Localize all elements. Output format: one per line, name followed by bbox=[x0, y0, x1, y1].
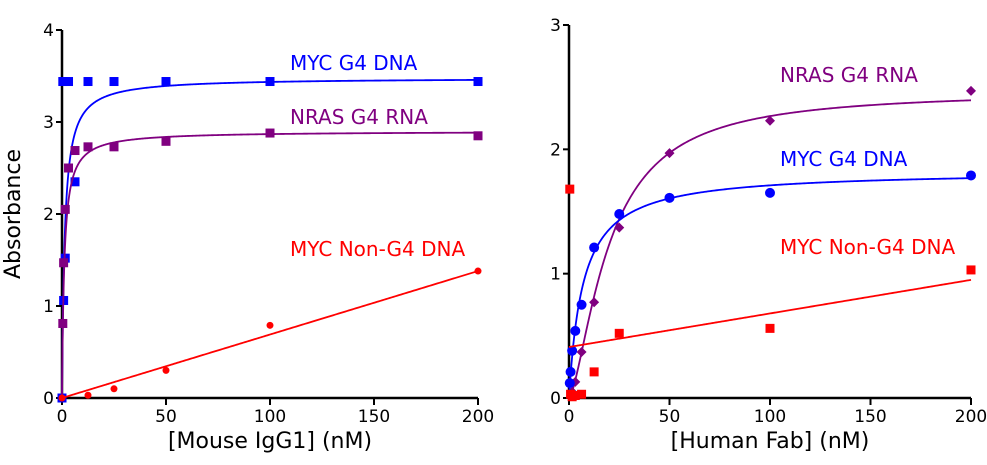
x-tick-label: 50 bbox=[659, 407, 681, 427]
data-point bbox=[576, 299, 587, 310]
y-tick-label: 1 bbox=[43, 297, 54, 317]
y-tick-label: 3 bbox=[550, 16, 561, 36]
data-point bbox=[161, 136, 171, 146]
series-myc-g4-dna: MYC G4 DNA bbox=[57, 51, 483, 403]
data-point bbox=[614, 328, 624, 338]
x-tick-label: 200 bbox=[462, 407, 494, 427]
y-axis-label: Absorbance bbox=[1, 149, 26, 279]
series-label: MYC G4 DNA bbox=[780, 147, 908, 171]
series-nras-g4-rna: NRAS G4 RNA bbox=[567, 63, 976, 399]
data-point bbox=[664, 148, 675, 159]
data-point bbox=[474, 267, 482, 275]
data-point bbox=[473, 77, 483, 87]
y-tick-label: 0 bbox=[550, 389, 561, 409]
data-point bbox=[59, 258, 69, 268]
data-point bbox=[614, 222, 625, 233]
data-point bbox=[589, 367, 599, 377]
data-point bbox=[567, 345, 578, 356]
data-point bbox=[589, 242, 600, 253]
data-point bbox=[84, 391, 92, 399]
series-myc-non-g4-dna: MYC Non-G4 DNA bbox=[565, 184, 976, 402]
x-tick-label: 50 bbox=[155, 407, 177, 427]
series-myc-non-g4-dna: MYC Non-G4 DNA bbox=[58, 237, 482, 402]
data-point bbox=[109, 142, 119, 152]
x-tick-label: 0 bbox=[564, 407, 575, 427]
x-tick-label: 100 bbox=[754, 407, 786, 427]
data-point bbox=[966, 265, 976, 275]
data-point bbox=[576, 346, 587, 357]
y-tick-label: 4 bbox=[43, 21, 54, 41]
data-point bbox=[70, 177, 80, 187]
y-tick-label: 2 bbox=[43, 205, 54, 225]
x-tick-label: 150 bbox=[358, 407, 390, 427]
data-point bbox=[614, 208, 625, 219]
data-point bbox=[570, 325, 581, 336]
x-axis-label: [Human Fab] (nM) bbox=[671, 429, 870, 454]
data-point bbox=[64, 77, 74, 87]
data-point bbox=[58, 394, 66, 402]
data-point bbox=[60, 204, 70, 214]
data-point bbox=[765, 115, 775, 126]
x-tick-label: 100 bbox=[254, 407, 286, 427]
data-point bbox=[577, 389, 587, 399]
plot-panel-1: 0 1 2 3 4 0 50 100 150 200 [Mouse IgG1] (nM) Absorb… bbox=[1, 21, 494, 454]
y-tick-label: 2 bbox=[550, 140, 561, 160]
x-tick-label: 0 bbox=[57, 407, 68, 427]
data-point bbox=[473, 131, 483, 141]
data-point bbox=[265, 77, 275, 87]
data-point bbox=[70, 146, 80, 156]
fit-curve bbox=[61, 270, 479, 399]
data-point bbox=[765, 323, 775, 333]
data-point bbox=[162, 366, 170, 374]
y-tick-label: 1 bbox=[550, 265, 561, 285]
data-point bbox=[664, 192, 675, 203]
data-point bbox=[265, 128, 275, 138]
series-label: MYC Non-G4 DNA bbox=[290, 237, 465, 261]
plot-panel-2: 0 1 2 3 0 50 100 150 200 [Human Fab] (nM) NRAS G4 … bbox=[550, 16, 987, 454]
series-label: MYC Non-G4 DNA bbox=[780, 235, 955, 259]
data-point bbox=[64, 163, 74, 173]
data-point bbox=[565, 366, 576, 377]
y-tick-label: 0 bbox=[43, 389, 54, 409]
data-point bbox=[589, 297, 600, 308]
data-point bbox=[83, 142, 93, 152]
series-label: MYC G4 DNA bbox=[290, 51, 418, 75]
series-label: NRAS G4 RNA bbox=[290, 105, 428, 129]
fit-curve bbox=[61, 131, 479, 398]
fit-curve bbox=[568, 278, 972, 348]
data-point bbox=[83, 77, 93, 87]
data-point bbox=[110, 385, 118, 393]
fit-curve bbox=[568, 177, 972, 399]
data-point bbox=[966, 85, 976, 96]
data-point bbox=[58, 77, 68, 87]
series-label: NRAS G4 RNA bbox=[780, 63, 918, 87]
data-point bbox=[565, 184, 575, 194]
y-tick-label: 3 bbox=[43, 113, 54, 133]
data-point bbox=[58, 318, 68, 328]
x-axis-label: [Mouse IgG1] (nM) bbox=[168, 429, 372, 454]
data-point bbox=[966, 170, 976, 181]
data-point bbox=[765, 187, 775, 198]
series-nras-g4-rna: NRAS G4 RNA bbox=[58, 105, 483, 398]
data-point bbox=[161, 77, 171, 87]
data-point bbox=[570, 391, 580, 401]
series-myc-g4-dna: MYC G4 DNA bbox=[564, 147, 976, 399]
data-point bbox=[564, 378, 575, 389]
x-tick-label: 150 bbox=[854, 407, 886, 427]
x-tick-label: 200 bbox=[955, 407, 987, 427]
data-point bbox=[266, 321, 274, 329]
data-point bbox=[109, 77, 119, 87]
